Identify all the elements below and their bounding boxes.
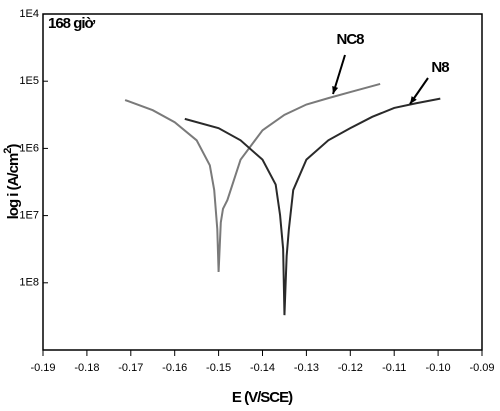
y-tick-label: 1E8 bbox=[19, 277, 39, 289]
annotation-arrowhead bbox=[332, 86, 339, 94]
x-tick-label: -0.17 bbox=[118, 362, 143, 374]
x-tick-label: -0.10 bbox=[426, 362, 451, 374]
y-axis-title-sup: 2 bbox=[2, 148, 14, 154]
x-tick-label: -0.11 bbox=[382, 362, 406, 374]
series-label: NC8 bbox=[336, 31, 364, 48]
y-tick-label: 1E6 bbox=[19, 142, 39, 154]
x-tick-label: -0.19 bbox=[30, 362, 55, 374]
y-axis-title-end: ) bbox=[5, 144, 22, 149]
x-tick-label: -0.09 bbox=[469, 362, 494, 374]
plot-frame bbox=[42, 13, 483, 351]
series-label: N8 bbox=[431, 59, 449, 76]
x-tick-label: -0.16 bbox=[162, 362, 187, 374]
x-axis-title: E (V/SCE) bbox=[232, 389, 293, 406]
series-line bbox=[184, 97, 441, 316]
y-tick-label: 1E4 bbox=[19, 8, 39, 20]
y-axis-title-main: log i (A/cm bbox=[5, 153, 22, 219]
y-axis-title: log i (A/cm2) bbox=[2, 144, 22, 220]
annotation-arrowhead bbox=[410, 96, 417, 104]
x-tick-label: -0.12 bbox=[338, 362, 363, 374]
x-tick-label: -0.15 bbox=[206, 362, 231, 374]
x-tick-label: -0.14 bbox=[250, 362, 275, 374]
series-line bbox=[124, 82, 381, 273]
y-tick-label: 1E7 bbox=[19, 210, 39, 222]
corner-annotation: 168 giờ bbox=[48, 15, 96, 32]
x-tick-label: -0.13 bbox=[294, 362, 319, 374]
y-tick-label: 1E5 bbox=[19, 75, 39, 87]
x-tick-label: -0.18 bbox=[74, 362, 99, 374]
